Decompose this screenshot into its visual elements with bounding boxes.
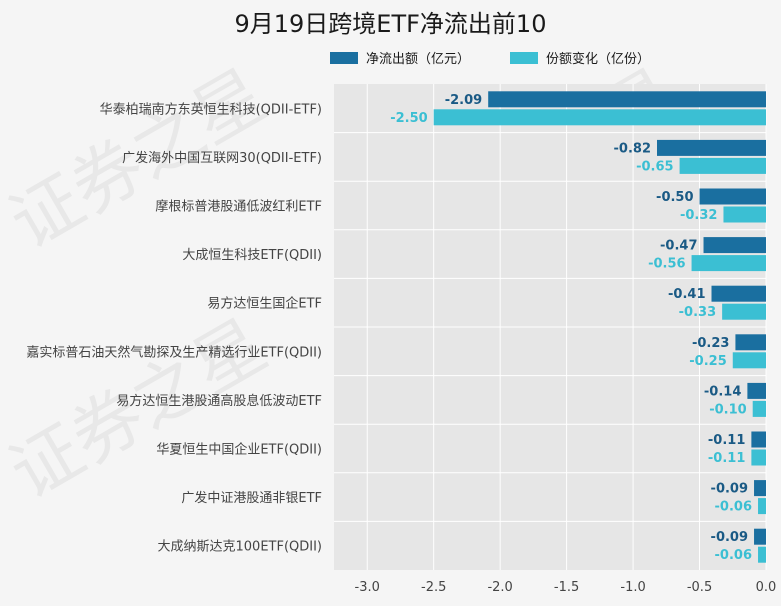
category-label-8: 广发中证港股通非银ETF <box>181 490 322 506</box>
data-label-series1-3: -0.56 <box>648 257 685 272</box>
bar-series0-4 <box>711 285 766 302</box>
category-label-2: 摩根标普港股通低波红利ETF <box>155 199 322 215</box>
x-tick-label-2: -2.0 <box>487 580 512 595</box>
bar-series0-0 <box>488 91 766 108</box>
bar-series1-9 <box>758 546 766 563</box>
category-label-7: 华夏恒生中国企业ETF(QDII) <box>156 442 322 458</box>
data-label-series0-7: -0.11 <box>708 433 745 448</box>
bar-series0-9 <box>754 528 766 545</box>
category-label-4: 易方达恒生国企ETF <box>207 296 322 312</box>
data-label-series1-1: -0.65 <box>636 159 673 174</box>
bar-series0-6 <box>747 382 766 399</box>
data-label-series1-6: -0.10 <box>709 402 746 417</box>
category-label-0: 华泰柏瑞南方东英恒生科技(QDII-ETF) <box>100 101 322 117</box>
data-label-series1-5: -0.25 <box>689 354 726 369</box>
bar-series0-3 <box>703 237 766 254</box>
bar-series1-7 <box>751 449 766 466</box>
x-tick-label-3: -1.5 <box>554 580 579 595</box>
bar-series0-8 <box>754 480 766 497</box>
category-label-6: 易方达恒生港股通高股息低波动ETF <box>116 393 322 409</box>
legend-swatch-net-outflow <box>330 51 358 64</box>
legend: 净流出额（亿元） 份额变化（亿份） <box>330 48 650 67</box>
bar-series1-4 <box>722 303 766 320</box>
chart-title: 9月19日跨境ETF净流出前10 <box>234 10 547 38</box>
bar-series1-8 <box>758 498 766 515</box>
watermark-text-2: 证券之星 <box>0 304 280 515</box>
x-tick-label-0: -3.0 <box>355 580 380 595</box>
bar-series0-5 <box>735 334 766 351</box>
data-label-series0-6: -0.14 <box>704 384 741 399</box>
data-label-series1-4: -0.33 <box>679 305 716 320</box>
category-label-1: 广发海外中国互联网30(QDII-ETF) <box>122 150 322 166</box>
data-label-series1-0: -2.50 <box>390 111 427 126</box>
data-label-series0-9: -0.09 <box>711 530 748 545</box>
data-label-series0-1: -0.82 <box>614 141 651 156</box>
category-label-9: 大成纳斯达克100ETF(QDII) <box>158 540 323 555</box>
x-tick-label-1: -2.5 <box>421 580 446 595</box>
x-tick-label-6: 0.0 <box>756 580 777 595</box>
legend-label-share-change: 份额变化（亿份） <box>546 52 651 67</box>
legend-swatch-share-change <box>510 51 539 64</box>
bar-series0-1 <box>657 139 766 156</box>
data-label-series1-7: -0.11 <box>708 451 745 466</box>
data-label-series0-0: -2.09 <box>445 93 482 108</box>
category-labels: 华泰柏瑞南方东英恒生科技(QDII-ETF) 广发海外中国互联网30(QDII-E… <box>26 101 322 554</box>
bar-series0-7 <box>751 431 766 448</box>
bar-series1-1 <box>679 157 766 174</box>
bar-series0-2 <box>699 188 766 205</box>
data-labels: -2.09 -2.50 -0.82 -0.65 -0.50 -0.32 -0.47 -0.56… <box>390 93 752 563</box>
data-label-series0-8: -0.09 <box>711 482 748 497</box>
bars <box>433 91 766 563</box>
category-label-5: 嘉实标普石油天然气勘探及生产精选行业ETF(QDII) <box>26 344 322 360</box>
data-label-series0-5: -0.23 <box>692 336 729 351</box>
legend-item-net-outflow: 净流出额（亿元） <box>330 48 470 67</box>
data-label-series1-9: -0.06 <box>715 548 752 563</box>
bar-series1-5 <box>732 352 766 369</box>
data-label-series0-2: -0.50 <box>656 190 693 205</box>
data-label-series1-2: -0.32 <box>680 208 717 223</box>
legend-label-net-outflow: 净流出额（亿元） <box>366 52 471 67</box>
x-axis-ticks: -3.0 -2.5 -2.0 -1.5 -1.0 -0.5 0.0 <box>355 580 777 595</box>
x-tick-label-5: -0.5 <box>687 580 712 595</box>
data-label-series1-8: -0.06 <box>715 500 752 515</box>
category-label-3: 大成恒生科技ETF(QDII) <box>182 248 322 263</box>
bar-series1-0 <box>433 109 766 126</box>
legend-item-share-change: 份额变化（亿份） <box>510 48 650 67</box>
data-label-series0-4: -0.41 <box>668 287 705 302</box>
x-tick-label-4: -1.0 <box>620 580 645 595</box>
bar-series1-6 <box>752 400 766 417</box>
data-label-series0-3: -0.47 <box>660 239 697 254</box>
bar-series1-2 <box>723 206 766 223</box>
bar-series1-3 <box>691 255 766 272</box>
